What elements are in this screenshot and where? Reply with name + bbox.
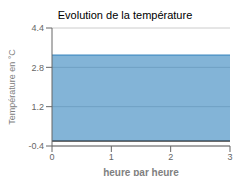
svg-text:4.4: 4.4 (31, 23, 44, 33)
svg-text:Température en °C: Température en °C (8, 49, 17, 125)
svg-text:0: 0 (49, 152, 54, 162)
svg-text:2: 2 (168, 152, 173, 162)
svg-text:1: 1 (109, 152, 114, 162)
html-text:Evolution de la température: Evolution de la température (57, 9, 193, 21)
svg-text:heure par heure: heure par heure (103, 167, 179, 176)
svg-text:2.8: 2.8 (31, 63, 44, 73)
svg-text:3: 3 (227, 152, 232, 162)
svg-text:1.2: 1.2 (31, 102, 44, 112)
svg-text:-0.4: -0.4 (28, 141, 44, 151)
